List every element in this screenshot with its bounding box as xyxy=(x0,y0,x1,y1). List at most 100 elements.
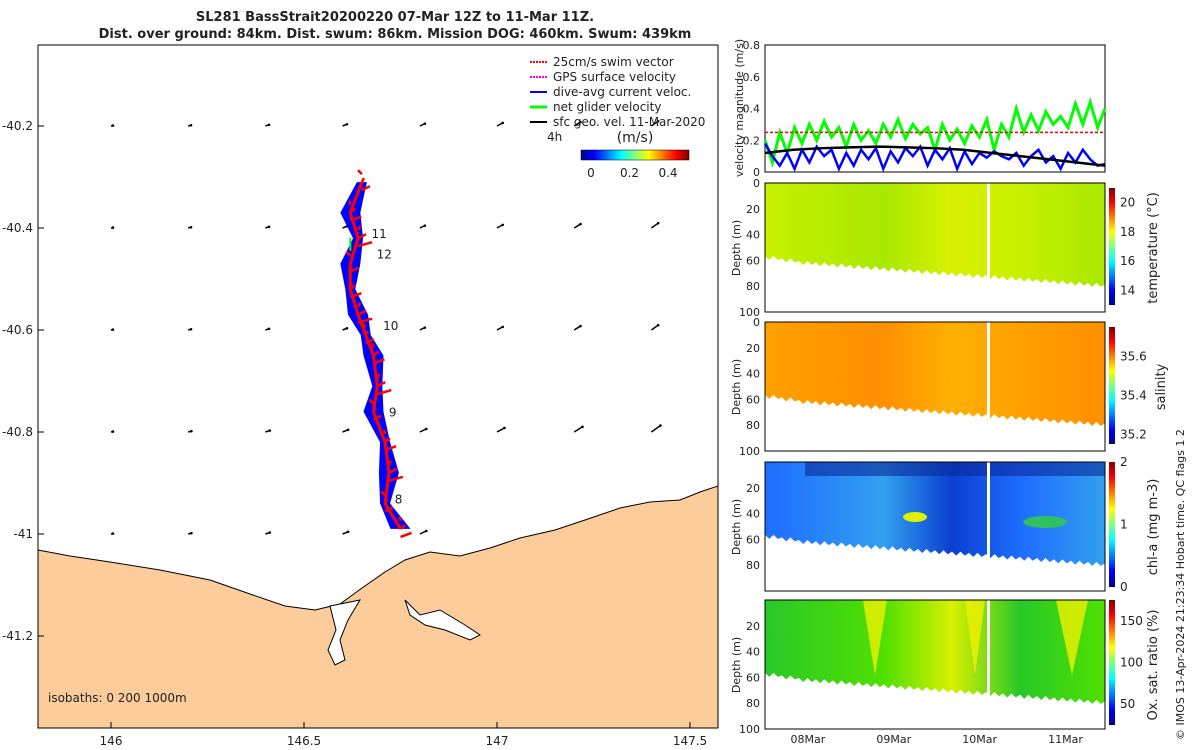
arrow-head xyxy=(268,429,272,432)
date-tick-label: 08Mar xyxy=(791,733,826,746)
geo-velocity-arrow xyxy=(573,426,583,433)
date-tick-label: 10Mar xyxy=(962,733,997,746)
arrow-head xyxy=(501,223,505,227)
swim-vector xyxy=(357,240,373,248)
land-polygon xyxy=(38,485,718,728)
arrow-head xyxy=(189,327,193,331)
oxygen-saturation-colorbar xyxy=(1109,600,1115,725)
salinity-y-tick-label: 40 xyxy=(746,368,760,381)
chl-a-colorbar-tick-label: 1 xyxy=(1120,518,1128,532)
temperature-y-label: Depth (m) xyxy=(730,220,743,276)
oxygen-high-plume xyxy=(965,600,985,675)
temperature-y-tick-label: 0 xyxy=(753,177,760,190)
salinity-y-tick-label: 0 xyxy=(753,316,760,329)
arrow-head xyxy=(423,326,427,329)
legend-label: GPS surface velocity xyxy=(553,70,676,84)
salinity-colorbar xyxy=(1109,327,1115,444)
swim-vector xyxy=(371,343,375,348)
date-tick-label: 09Mar xyxy=(876,733,911,746)
chl-a-colorbar-tick-label: 2 xyxy=(1120,455,1128,469)
swim-vector xyxy=(348,200,352,206)
chl-patch xyxy=(1023,516,1067,528)
arrow-head xyxy=(111,430,115,433)
arrow-head xyxy=(345,326,349,330)
oxygen-saturation-y-tick-label: 80 xyxy=(746,697,760,710)
oxygen-saturation-section-fill xyxy=(765,600,1105,704)
port-inlet xyxy=(404,599,481,641)
swim-vector xyxy=(357,169,363,175)
day-label: 11 xyxy=(372,227,387,241)
title-line-2: Dist. over ground: 84km. Dist. swum: 86k… xyxy=(99,27,692,42)
colorbar-label: (m/s) xyxy=(617,130,654,146)
arrow-head xyxy=(659,424,662,427)
map-x-tick-label: 146.5 xyxy=(287,734,321,748)
oxygen-saturation-colorbar-tick-label: 150 xyxy=(1120,614,1143,628)
swim-vector xyxy=(361,184,371,192)
map-axes-box xyxy=(37,44,719,729)
arrow-head xyxy=(581,425,584,429)
map-y-tick-label: -40.4 xyxy=(2,221,33,235)
chl-a-axes-box xyxy=(764,461,1106,592)
arrow-head xyxy=(267,225,271,229)
chl-a-colorbar-tick-label: 0 xyxy=(1120,580,1128,594)
map-y-tick-label: -40.6 xyxy=(2,323,33,337)
swim-vector xyxy=(360,177,366,183)
salinity-y-tick-label: 60 xyxy=(746,393,760,406)
oxygen-saturation-y-tick-label: 100 xyxy=(739,723,760,736)
colorbar-tick-label: 0.2 xyxy=(620,166,639,180)
swim-vector xyxy=(356,225,362,231)
arrow-head xyxy=(501,325,505,329)
velocity-y-tick-label: 0.4 xyxy=(743,103,761,116)
temperature-y-tick-label: 100 xyxy=(739,306,760,319)
temperature-y-tick-label: 40 xyxy=(746,229,760,242)
map-x-tick-label: 146 xyxy=(100,734,123,748)
salinity-colorbar-label: salinity xyxy=(1154,363,1169,410)
oxygen-saturation-y-tick-label: 20 xyxy=(746,620,760,633)
chl-surface-low xyxy=(805,462,1105,476)
temperature-colorbar-tick-label: 16 xyxy=(1120,254,1135,268)
arrow-head xyxy=(501,121,505,125)
day-label: 9 xyxy=(389,406,397,420)
arrow-head xyxy=(423,122,427,125)
arrow-head xyxy=(579,324,582,328)
oxygen-saturation-y-tick-label: 60 xyxy=(746,671,760,684)
temperature-y-tick-label: 60 xyxy=(746,254,760,267)
arrow-head xyxy=(656,221,660,225)
arrow-head xyxy=(423,224,427,227)
map-y-tick-label: -40.8 xyxy=(2,425,33,439)
oxygen-saturation-colorbar-tick-label: 100 xyxy=(1120,656,1143,670)
chl-a-y-label: Depth (m) xyxy=(730,499,743,555)
arrow-head xyxy=(346,530,350,534)
oxygen-high-plume xyxy=(863,600,887,675)
legend-label: net glider velocity xyxy=(553,100,661,114)
legend-label: dive-avg current veloc. xyxy=(553,85,691,99)
data-gap xyxy=(987,183,990,283)
oxygen-saturation-y-tick-label: 40 xyxy=(746,646,760,659)
oxygen-saturation-y-label: Depth (m) xyxy=(730,637,743,693)
geo-velocity-arrow xyxy=(650,424,661,433)
temperature-colorbar xyxy=(1109,188,1115,305)
salinity-y-tick-label: 80 xyxy=(746,419,760,432)
colorbar-tick-label: 0.4 xyxy=(658,166,677,180)
temperature-colorbar-tick-label: 20 xyxy=(1120,196,1135,210)
arrow-head xyxy=(579,222,582,226)
chl-a-colorbar xyxy=(1109,462,1115,587)
geo-velocity-arrow xyxy=(650,324,659,331)
salinity-colorbar-tick-label: 35.4 xyxy=(1120,388,1147,402)
salinity-y-tick-label: 20 xyxy=(746,342,760,355)
arrow-head xyxy=(656,323,660,327)
swim-vector xyxy=(400,531,412,539)
geo-velocity-arrow xyxy=(650,222,659,229)
legend-label: sfc geo. vel. 11-Mar-2020 xyxy=(553,115,705,129)
salinity-section-fill xyxy=(765,322,1105,426)
arrow-head xyxy=(190,531,193,535)
geo-velocity-arrow xyxy=(496,427,505,433)
map-content: 11 12 10 9 8 xyxy=(38,119,718,728)
day-label: 10 xyxy=(383,319,398,333)
arrow-head xyxy=(111,124,115,127)
arrow-head xyxy=(579,120,582,124)
chl-a-y-tick-label: 20 xyxy=(746,482,760,495)
chl-a-colorbar-label: chl-a (mg m-3) xyxy=(1146,479,1161,576)
legend-label: 25cm/s swim vector xyxy=(553,55,674,69)
map-x-tick-label: 147.5 xyxy=(673,734,707,748)
